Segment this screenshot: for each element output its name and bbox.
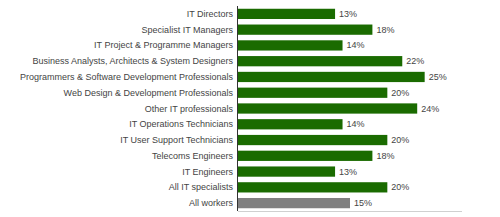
category-label: IT Engineers [182, 167, 233, 177]
value-label: 13% [339, 167, 357, 177]
bar [238, 182, 387, 192]
category-label: Programmers & Software Development Profe… [20, 72, 234, 82]
bar [238, 25, 372, 35]
value-label: 20% [391, 135, 409, 145]
bar [238, 166, 335, 176]
value-label: 22% [406, 56, 424, 66]
category-label: Other IT professionals [145, 104, 234, 114]
category-label: Business Analysts, Architects & System D… [32, 56, 233, 66]
bar [238, 198, 350, 208]
bar [238, 135, 387, 145]
value-label: 14% [347, 119, 365, 129]
bars [238, 9, 425, 208]
category-label: Telecoms Engineers [152, 151, 234, 161]
bar [238, 56, 402, 66]
y-axis-line [237, 6, 238, 211]
bar [238, 88, 387, 98]
category-label: IT Operations Technicians [129, 119, 233, 129]
category-label: IT Project & Programme Managers [94, 40, 233, 50]
value-label: 18% [376, 151, 394, 161]
bar [238, 103, 417, 113]
chart: All workers 15% All IT specialists 20% IT En… [0, 0, 500, 217]
category-label: IT Directors [187, 9, 234, 19]
value-label: 14% [347, 40, 365, 50]
category-label: All workers [189, 198, 234, 208]
bar [238, 119, 343, 129]
value-label: 20% [391, 182, 409, 192]
x-axis-line [238, 211, 462, 212]
value-label: 25% [429, 72, 447, 82]
category-label: Specialist IT Managers [142, 25, 234, 35]
bar [238, 9, 335, 19]
bar [238, 72, 425, 82]
value-label: 18% [376, 25, 394, 35]
value-label: 20% [391, 88, 409, 98]
category-label: Web Design & Development Professionals [64, 88, 234, 98]
value-label: 13% [339, 9, 357, 19]
value-label: 24% [421, 104, 439, 114]
labels: All workers 15% All IT specialists 20% IT En… [20, 9, 447, 208]
value-label: 15% [354, 198, 372, 208]
bar [238, 151, 372, 161]
category-label: IT User Support Technicians [120, 135, 233, 145]
category-label: All IT specialists [169, 182, 234, 192]
bar [238, 40, 343, 50]
chart-container: All workers 15% All IT specialists 20% IT En… [0, 0, 500, 217]
